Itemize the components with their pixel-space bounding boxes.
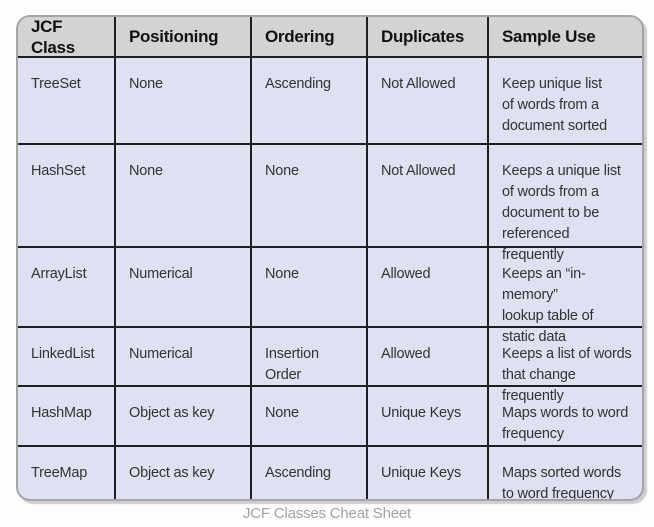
cell-ordering: None (252, 145, 368, 248)
cell-jcf-class: LinkedList (18, 328, 116, 387)
cell-positioning: Numerical (116, 328, 252, 387)
column-header-sample-use: Sample Use (489, 17, 642, 58)
cell-positioning: Numerical (116, 248, 252, 328)
cell-positioning: None (116, 58, 252, 145)
cell-sample-use: Maps sorted words to word frequency (502, 465, 622, 501)
column-header-positioning: Positioning (116, 17, 252, 58)
cell-duplicates: Not Allowed (368, 145, 489, 248)
cell-jcf-class: HashSet (18, 145, 116, 248)
cell-jcf-class: TreeMap (18, 447, 116, 499)
column-header-jcf-class: JCF Class (18, 17, 116, 58)
column-header-ordering: Ordering (252, 17, 368, 58)
cell-ordering: None (252, 248, 368, 328)
cell-ordering: Insertion Order (252, 328, 368, 387)
cell-sample-use: Keeps a unique list of words from a docu… (489, 145, 642, 263)
cell-sample-use: Maps words to word frequency (489, 387, 642, 447)
cell-duplicates: Unique Keys (368, 447, 489, 499)
table-grid: JCF Class Positioning Ordering Duplicate… (18, 17, 642, 499)
cell-sample-use: Keeps an “in-memory” lookup table of sta… (489, 248, 642, 345)
cell-positioning: Object as key (116, 447, 252, 499)
cell-jcf-class: TreeSet (18, 58, 116, 145)
cell-sample-use: Keeps a list of words that change freque… (489, 328, 642, 404)
cell-ordering: Ascending (252, 58, 368, 145)
cell-duplicates: Allowed (368, 328, 489, 387)
cell-ordering: None (252, 387, 368, 447)
column-header-duplicates: Duplicates (368, 17, 489, 58)
cell-sample-use: Keep unique list of words from a documen… (489, 58, 642, 145)
cell-jcf-class: ArrayList (18, 248, 116, 328)
cell-duplicates: Allowed (368, 248, 489, 328)
jcf-classes-table: JCF Class Positioning Ordering Duplicate… (16, 15, 644, 501)
cell-duplicates: Not Allowed (368, 58, 489, 145)
cell-duplicates: Unique Keys (368, 387, 489, 447)
table-caption: JCF Classes Cheat Sheet (243, 505, 411, 522)
cell-jcf-class: HashMap (18, 387, 116, 447)
cell-positioning: Object as key (116, 387, 252, 447)
cell-ordering: Ascending (252, 447, 368, 499)
cell-positioning: None (116, 145, 252, 248)
